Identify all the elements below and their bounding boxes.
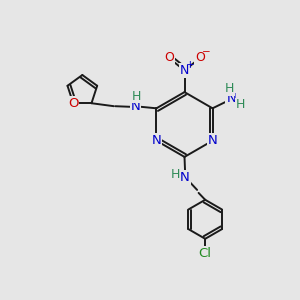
- Text: H: H: [171, 168, 180, 182]
- Text: O: O: [195, 51, 205, 64]
- Text: O: O: [164, 51, 174, 64]
- Text: O: O: [68, 97, 78, 110]
- Text: H: H: [225, 82, 234, 95]
- Text: N: N: [226, 92, 236, 105]
- Text: H: H: [131, 89, 141, 103]
- Text: N: N: [152, 134, 161, 147]
- Text: N: N: [180, 64, 189, 77]
- Text: N: N: [180, 171, 190, 184]
- Text: N: N: [130, 100, 140, 113]
- Text: −: −: [201, 47, 210, 57]
- Text: H: H: [236, 98, 245, 111]
- Text: N: N: [208, 134, 218, 147]
- Text: +: +: [186, 59, 194, 70]
- Text: Cl: Cl: [199, 247, 212, 260]
